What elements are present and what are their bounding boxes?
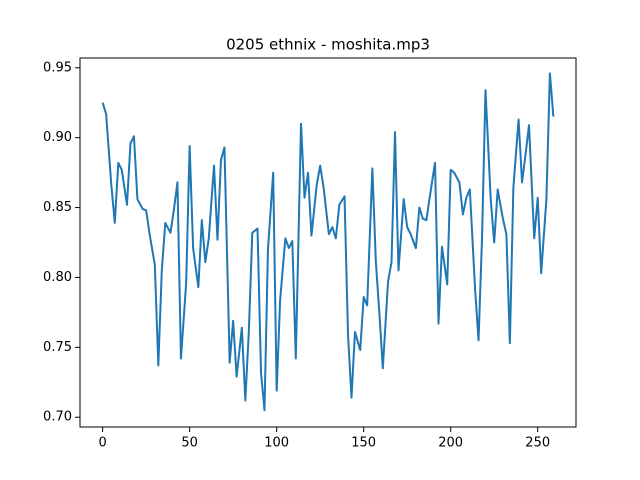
axes-frame bbox=[79, 57, 577, 428]
line-series bbox=[101, 72, 555, 412]
x-tick-label: 50 bbox=[181, 436, 198, 451]
y-tick-label: 0.70 bbox=[43, 410, 72, 425]
y-tick-label: 0.75 bbox=[43, 340, 72, 355]
y-tick-label: 0.90 bbox=[43, 130, 72, 145]
x-tick-label: 100 bbox=[264, 436, 289, 451]
y-tick-label: 0.85 bbox=[43, 200, 72, 215]
x-tick-label: 0 bbox=[98, 436, 106, 451]
x-tick-label: 250 bbox=[525, 436, 550, 451]
chart-title: 0205 ethnix - moshita.mp3 bbox=[226, 36, 430, 54]
y-tick-label: 0.95 bbox=[43, 60, 72, 75]
y-tick-label: 0.80 bbox=[43, 270, 72, 285]
x-tick-label: 150 bbox=[351, 436, 376, 451]
x-tick-label: 200 bbox=[438, 436, 463, 451]
